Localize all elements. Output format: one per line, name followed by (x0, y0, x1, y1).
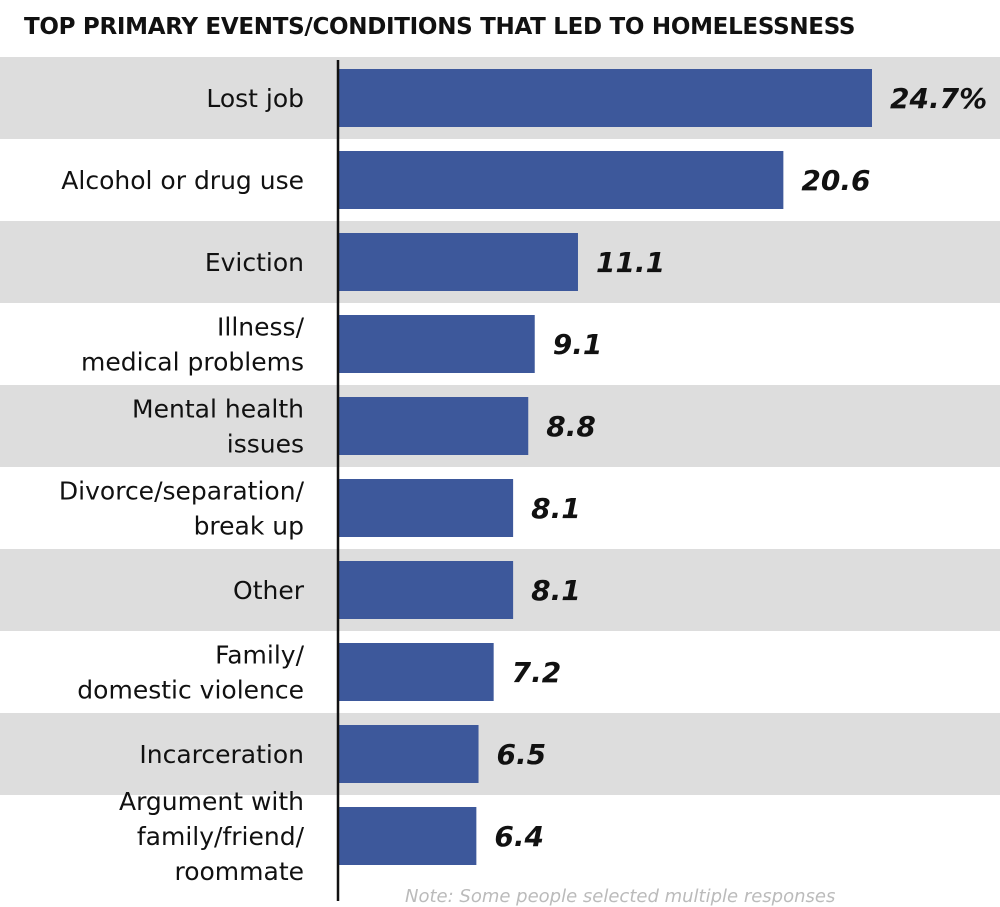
category-label: Incarceration (139, 740, 304, 769)
category-label-line: Family/ (215, 641, 304, 670)
category-label: Family/domestic violence (77, 641, 304, 705)
value-label: 8.8 (546, 410, 596, 443)
value-label-layer: 24.7% 20.6 11.1 9.1 8.8 8.1 8.1 7.2 6.5 6.4 (494, 82, 987, 853)
bar (338, 561, 514, 619)
bar-layer (338, 69, 872, 865)
category-label-line: domestic violence (77, 676, 304, 705)
row-band (0, 713, 1000, 795)
chart-footnote: Note: Some people selected multiple resp… (405, 886, 836, 907)
category-label-line: Other (233, 576, 305, 605)
category-label-line: medical problems (81, 348, 304, 377)
category-label: Lost job (206, 84, 304, 113)
bar (338, 315, 535, 373)
category-label-line: Divorce/separation/ (59, 477, 305, 506)
value-label: 7.2 (512, 656, 562, 689)
category-label-line: Eviction (205, 248, 304, 277)
category-label-layer: Lost job Alcohol or drug use Eviction Illne… (59, 84, 305, 886)
category-label: Other (233, 576, 305, 605)
category-label-line: Argument with (119, 787, 304, 816)
category-label-line: Lost job (206, 84, 304, 113)
value-label: 8.1 (531, 492, 581, 525)
category-label-line: family/friend/ (137, 822, 305, 851)
value-label: 9.1 (553, 328, 603, 361)
bar (338, 397, 529, 455)
value-label: 6.5 (497, 738, 547, 771)
category-label-line: roommate (174, 857, 304, 886)
bar (338, 69, 872, 127)
category-label-line: break up (194, 512, 304, 541)
category-label-line: Mental health (132, 395, 304, 424)
bar (338, 233, 578, 291)
category-label: Alcohol or drug use (61, 166, 304, 195)
category-label-line: Incarceration (139, 740, 304, 769)
category-label: Eviction (205, 248, 304, 277)
category-label-line: issues (227, 430, 304, 459)
value-label: 20.6 (801, 164, 870, 197)
bar (338, 725, 479, 783)
category-label: Mental health issues (132, 395, 304, 459)
value-label: 6.4 (494, 820, 544, 853)
bar (338, 643, 494, 701)
category-label-line: Alcohol or drug use (61, 166, 304, 195)
category-label: Illness/medical problems (81, 313, 305, 377)
bar (338, 479, 514, 537)
value-label: 8.1 (531, 574, 581, 607)
value-label: 24.7% (890, 82, 987, 115)
category-label: Argument with family/friend/roommate (119, 787, 305, 886)
value-label: 11.1 (596, 246, 665, 279)
chart-title: TOP PRIMARY EVENTS/CONDITIONS THAT LED T… (24, 14, 856, 40)
category-label-line: Illness/ (217, 313, 305, 342)
bar (338, 151, 784, 209)
bar (338, 807, 477, 865)
category-label: Divorce/separation/break up (59, 477, 305, 541)
